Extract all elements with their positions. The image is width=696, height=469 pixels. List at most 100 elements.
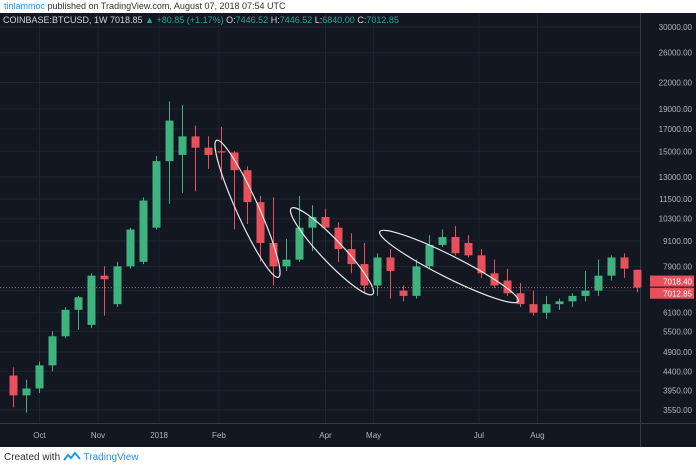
open-value: 7446.52 [235,15,269,25]
x-tick-label: Apr [319,431,332,440]
created-with-label: Created with [4,452,61,463]
y-tick-label: 17000.00 [659,125,693,134]
candlestick-chart[interactable]: 30000.00 26000.00 22000.00 19000.00 17000.00… [0,13,696,447]
y-tick-label: 26000.00 [659,49,693,58]
candle-body [113,266,122,305]
chart-background [0,13,696,447]
candle-body [321,217,330,228]
y-tick-label: 6100.00 [663,309,692,318]
candle-body [87,275,96,325]
candle-body [607,257,616,276]
candle-body [516,293,525,305]
candle-body [217,151,226,153]
candle-body [61,309,70,337]
candle-body [581,290,590,296]
candle-body [399,290,408,296]
candle-body [477,255,486,274]
candle-body [308,217,317,228]
candle-body [282,259,291,267]
candle-body [230,152,239,171]
candle-body [594,275,603,291]
change-value: +80.85 (+1.17%) [156,15,224,25]
candle-body [373,257,382,286]
candles [9,101,642,413]
publish-info: published on TradingView.com, August 07,… [45,1,286,11]
y-tick-label: 4900.00 [663,348,692,357]
y-tick-label: 5500.00 [663,327,692,336]
candle-body [438,237,447,245]
y-tick-label: 7900.00 [663,262,692,271]
candle-body [620,257,629,269]
candle-body [542,304,551,313]
y-axis: 30000.00 26000.00 22000.00 19000.00 17000.00… [650,23,694,415]
low-label: L: [314,15,323,25]
candle-body [256,202,265,243]
x-tick-label: 2018 [150,431,168,440]
x-tick-label: Oct [33,431,46,440]
close-value: 7012.85 [366,15,399,25]
y-tick-label: 3950.00 [663,387,692,396]
candle-body [555,301,564,305]
candle-body [412,266,421,296]
candle-body [503,280,512,294]
last-price: 7018.85 [110,15,143,25]
candle-body [529,304,538,313]
low-value: 6840.00 [322,15,355,25]
price-badge-label: 7012.85 [663,290,692,299]
y-tick-label: 30000.00 [659,23,693,32]
candle-body [139,200,148,262]
candle-body [35,365,44,389]
y-tick-label: 11500.00 [659,195,692,204]
price-badge [650,287,694,299]
candle-body [451,237,460,254]
candle-body [204,147,213,155]
y-tick-label: 9100.00 [663,237,692,246]
candle-body [191,136,200,148]
candle-body [425,244,434,267]
price-badge [650,275,694,287]
high-value: 7446.52 [279,15,313,25]
chart-area[interactable]: 30000.00 26000.00 22000.00 19000.00 17000.00… [0,13,696,447]
x-tick-label: Nov [91,431,105,440]
candle-body [126,229,135,267]
chart-grid [0,13,696,447]
author-name[interactable]: tinlammoc [4,1,46,11]
candle-body [152,161,161,228]
candle-body [464,242,473,256]
y-tick-label: 22000.00 [659,79,693,88]
candle-body [568,295,577,302]
y-tick-label: 10300.00 [659,215,693,224]
y-tick-label: 15000.00 [659,147,693,156]
candle-body [9,375,18,396]
symbol-label[interactable]: COINBASE:BTCUSD, 1W [3,15,108,25]
candle-body [243,170,252,203]
price-badge-label: 7018.40 [663,278,692,287]
x-tick-label: May [366,431,381,440]
y-tick-label: 3550.00 [663,406,692,415]
x-tick-label: Aug [530,431,544,440]
tradingview-logo-icon [63,451,81,461]
pattern-ellipse [379,229,519,304]
tradingview-brand[interactable]: TradingView [83,452,139,463]
chart-legend: COINBASE:BTCUSD, 1W 7018.85 ▲ +80.85 (+1… [3,15,399,26]
x-axis: Oct Nov 2018 Feb Apr May Jul Aug [33,431,544,440]
candle-body [100,275,109,280]
change-up-icon: ▲ [145,15,155,25]
high-label: H: [270,15,280,25]
y-tick-label: 4400.00 [663,367,692,376]
candle-body [633,269,642,288]
candle-body [22,388,31,396]
y-tick-label: 19000.00 [659,105,693,114]
pattern-ellipses [214,139,519,304]
publish-line: tinlammoc published on TradingView.com, … [0,0,696,13]
open-label: O: [226,15,236,25]
pattern-ellipse [214,139,281,279]
candle-body [360,264,369,286]
candle-body [165,120,174,162]
x-tick-label: Jul [474,431,484,440]
candle-body [178,136,187,155]
candle-body [386,257,395,271]
candle-body [74,297,83,310]
candle-body [269,242,278,267]
candle-body [295,227,304,260]
